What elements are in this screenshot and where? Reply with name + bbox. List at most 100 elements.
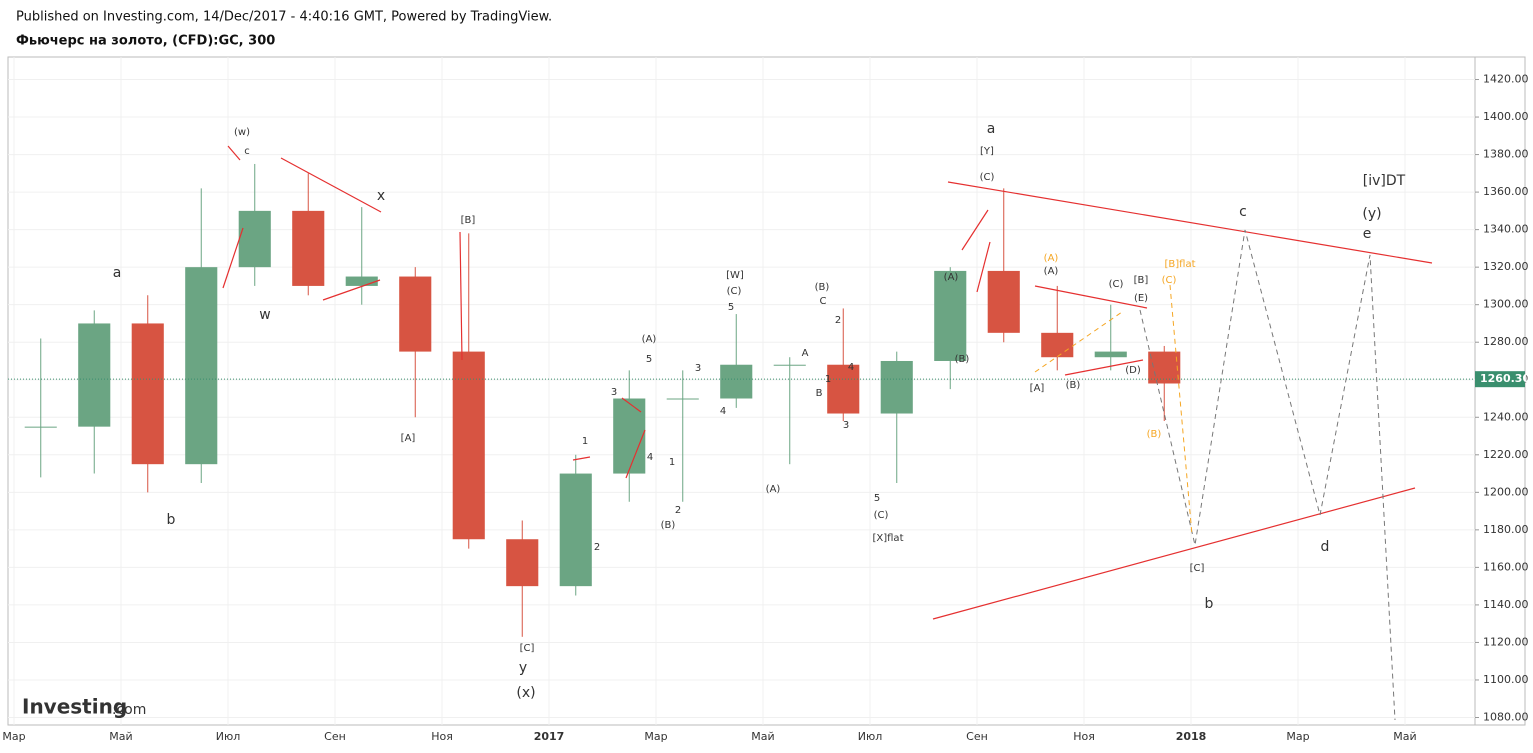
wave-label: c — [244, 146, 250, 157]
wave-label: b — [1205, 596, 1214, 612]
wave-label: (A) — [766, 484, 781, 495]
wave-label: (A) — [1044, 266, 1059, 277]
trend-line — [459, 231, 463, 361]
plot-frame — [7, 56, 1526, 726]
wave-label: 5 — [874, 493, 880, 504]
x-tick-label: Июл — [216, 730, 241, 743]
trend-line — [621, 397, 642, 413]
x-tick-label: Ноя — [431, 730, 453, 743]
trend-line — [625, 429, 646, 479]
y-tick-label: 1340.00 — [1483, 223, 1529, 236]
candle-body — [24, 426, 57, 428]
wave-label: (D) — [1125, 365, 1141, 376]
x-tick-label: Май — [109, 730, 132, 743]
y-tick-label: 1320.00 — [1483, 260, 1529, 273]
wave-label: (A) — [944, 272, 959, 283]
wave-label: (B) — [1147, 429, 1162, 440]
trend-line — [932, 487, 1416, 620]
wave-label: e — [1363, 226, 1372, 242]
wave-label: b — [167, 512, 176, 528]
x-tick-label: Сен — [324, 730, 346, 743]
trend-line — [961, 209, 989, 251]
y-tick-label: 1080.00 — [1483, 710, 1529, 723]
wave-label: 2 — [835, 315, 841, 326]
candle-body — [185, 267, 218, 465]
chart-title: Фьючерс на золото, (CFD):GC, 300 — [16, 34, 275, 49]
candle-body — [1041, 332, 1074, 358]
candle-body — [1148, 351, 1181, 384]
wave-label: 4 — [647, 452, 653, 463]
x-tick-label: Май — [1393, 730, 1416, 743]
wave-label: (B) — [661, 520, 676, 531]
candle-body — [1094, 351, 1127, 358]
last-price-box — [1475, 371, 1525, 388]
wave-label: 4 — [848, 362, 854, 373]
wave-label: (x) — [516, 685, 535, 701]
trend-line — [280, 157, 382, 213]
y-tick-label: 1280.00 — [1483, 335, 1529, 348]
published-line: Published on Investing.com, 14/Dec/2017 … — [16, 10, 552, 25]
wave-label: 3 — [611, 387, 617, 398]
candle-body — [78, 323, 111, 427]
y-tick-label: 1240.00 — [1483, 410, 1529, 423]
y-tick-label: 1220.00 — [1483, 448, 1529, 461]
wave-label: c — [1239, 204, 1247, 220]
wave-label: (y) — [1362, 206, 1381, 222]
wave-label: [iv]DT — [1363, 173, 1406, 189]
y-tick-label: 1360.00 — [1483, 185, 1529, 198]
wave-label: [C] — [520, 643, 535, 654]
wave-label: (C) — [1162, 275, 1177, 286]
wave-label: x — [377, 188, 385, 204]
wave-label: [B] — [1134, 275, 1149, 286]
candle-body — [613, 398, 646, 474]
y-tick-label: 1380.00 — [1483, 148, 1529, 161]
wave-label: [B]flat — [1164, 259, 1195, 270]
x-tick-label: Июл — [858, 730, 883, 743]
x-tick-label: Сен — [966, 730, 988, 743]
wave-label: C — [820, 296, 827, 307]
candle-body — [880, 360, 913, 414]
wave-label: 5 — [646, 354, 652, 365]
trend-lines — [222, 145, 1433, 620]
wave-label: d — [1321, 539, 1330, 555]
wave-label: (E) — [1134, 293, 1148, 304]
y-tick-label: 1160.00 — [1483, 560, 1529, 573]
logo-suffix: .com — [112, 702, 146, 718]
wave-label: (C) — [1109, 279, 1124, 290]
candle-body — [506, 539, 539, 587]
y-tick-label: 1100.00 — [1483, 673, 1529, 686]
wave-label: [A] — [401, 433, 416, 444]
candle-body — [934, 270, 967, 361]
wave-label: [B] — [461, 215, 476, 226]
candle-body — [238, 210, 271, 268]
wave-label: (B) — [1066, 380, 1081, 391]
trend-line — [976, 241, 991, 293]
candle-body — [452, 351, 485, 540]
wave-label: 3 — [843, 420, 849, 431]
logo-brand: Investing — [22, 695, 127, 719]
trend-line — [322, 279, 381, 301]
trend-line — [572, 456, 591, 461]
wave-label: [Y] — [980, 146, 994, 157]
x-tick-label: 2018 — [1176, 730, 1207, 743]
wave-label: [A] — [1030, 383, 1045, 394]
x-tick-label: Мар — [644, 730, 667, 743]
trend-line — [1034, 285, 1148, 309]
wave-label: B — [816, 388, 823, 399]
wave-label: w — [259, 307, 270, 323]
wave-label: [W] — [726, 270, 744, 281]
candle-body — [131, 323, 164, 465]
projection-path — [1139, 229, 1396, 721]
y-tick-label: 1300.00 — [1483, 298, 1529, 311]
trend-line — [947, 181, 1433, 264]
y-tick-label: 1180.00 — [1483, 523, 1529, 536]
y-tick-label: 1200.00 — [1483, 485, 1529, 498]
wave-label: [C] — [1190, 563, 1205, 574]
wave-label: (C) — [874, 510, 889, 521]
candle-body — [720, 364, 753, 399]
last-price-label: 1260.30 — [1480, 372, 1530, 385]
wave-label: (C) — [727, 286, 742, 297]
wave-label: 4 — [720, 406, 726, 417]
candle-body — [292, 210, 325, 286]
wave-label: 1 — [582, 436, 588, 447]
